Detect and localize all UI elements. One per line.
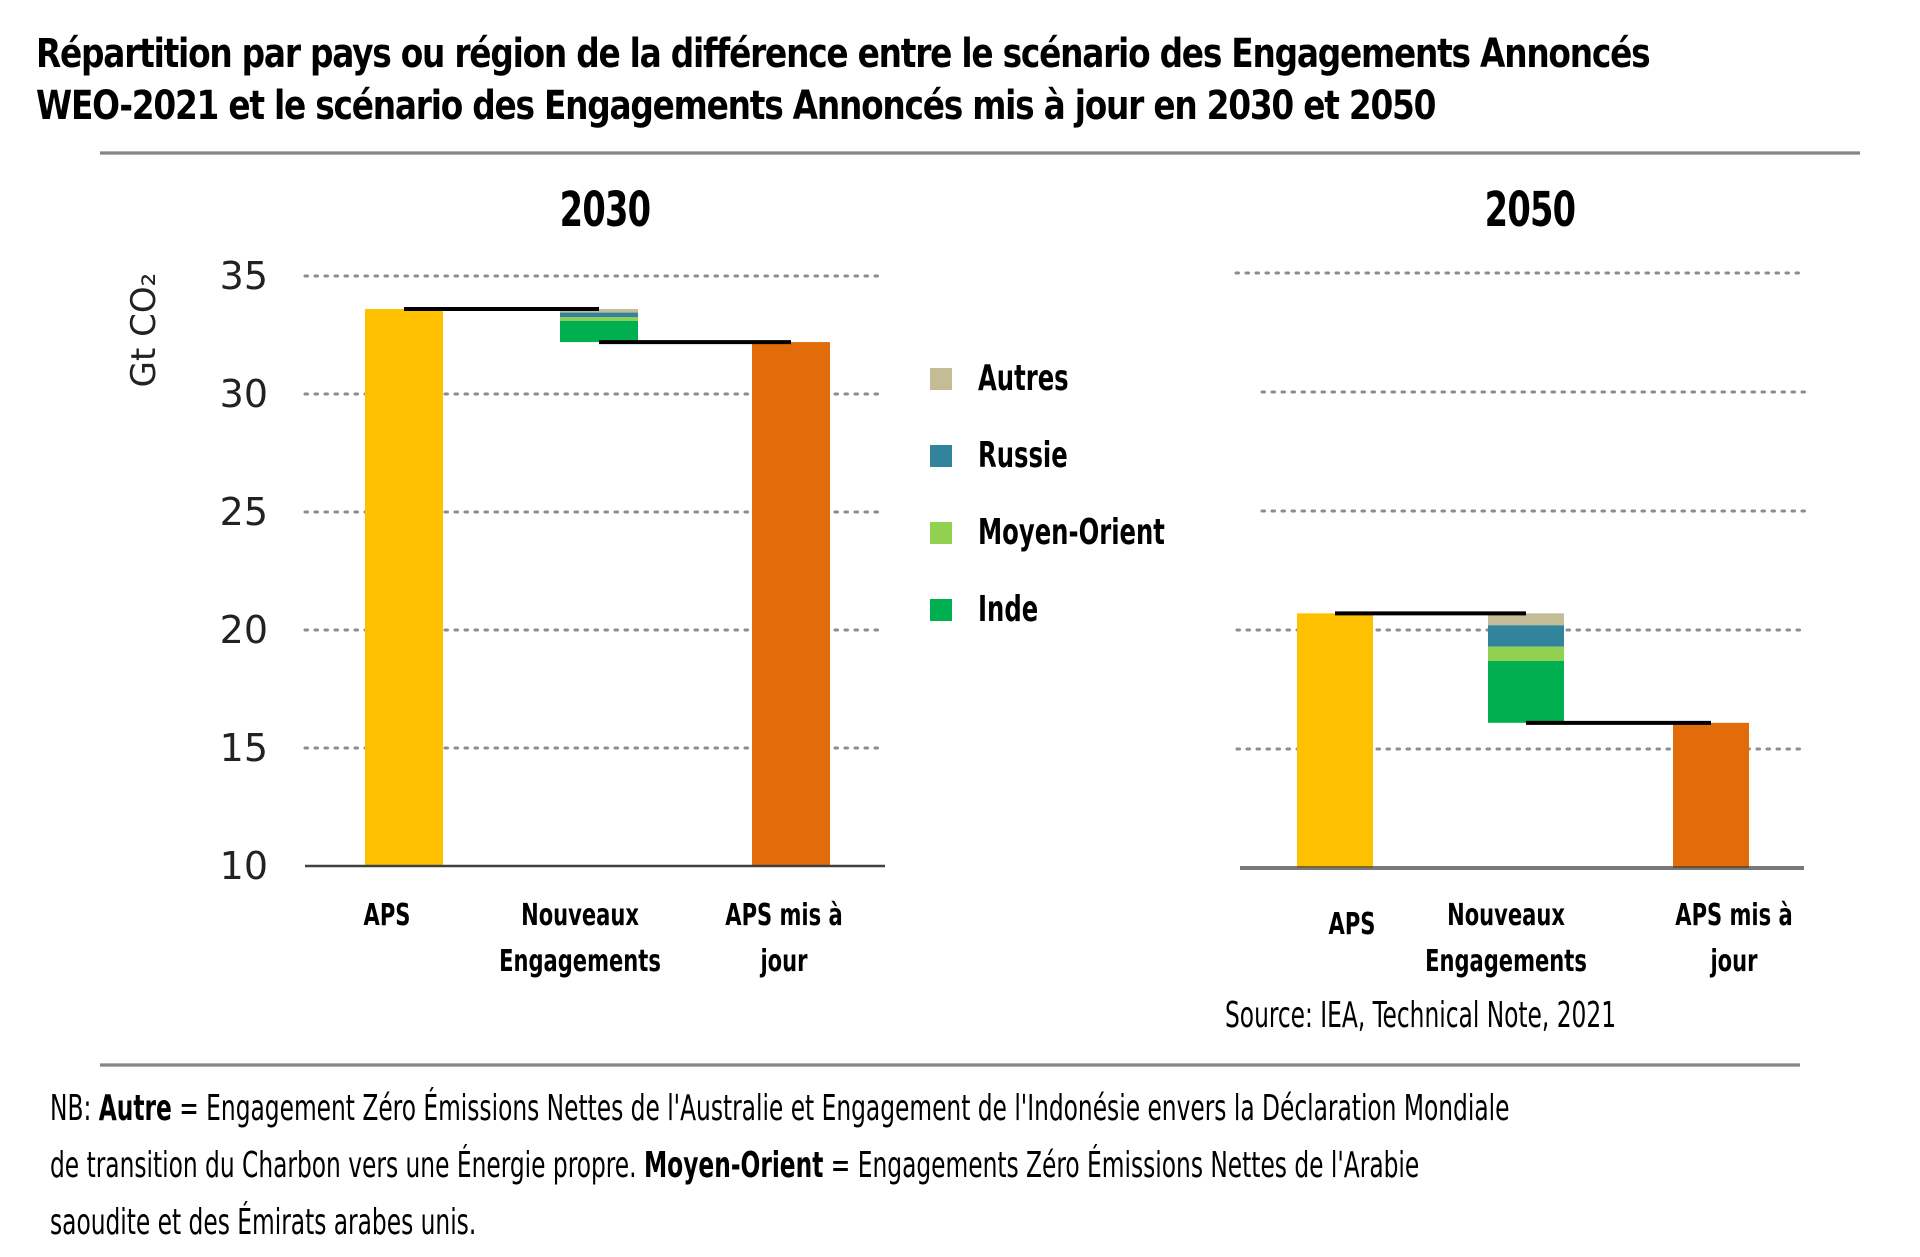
title-line-1: Répartition par pays ou région de la dif…: [36, 31, 1651, 77]
xlabel-line: Nouveaux: [521, 898, 639, 933]
legend-label-inde: Inde: [978, 589, 1039, 630]
xlabel-line: APS: [363, 898, 411, 933]
title-line-2: WEO-2021 et le scénario des Engagements …: [36, 83, 1436, 129]
legend-label-autres: Autres: [978, 358, 1069, 399]
xlabel-line: jour: [1710, 944, 1758, 979]
bar-2050-segment-russie: [1488, 625, 1564, 647]
ytick-label-2030-15: 15: [220, 726, 268, 770]
waterfall-charts: 10 15 20 25 30 35 Gt CO₂: [124, 254, 1808, 888]
legend: Autres Russie Moyen-Orient Inde: [930, 340, 1227, 648]
chart-title: Répartition par pays ou région de la dif…: [36, 28, 1651, 132]
legend-swatch-russie: [930, 444, 952, 467]
note-term-autre: Autre: [98, 1088, 172, 1129]
xlabel-line: Nouveaux: [1447, 898, 1565, 933]
bar-2050-segment-autres: [1488, 613, 1564, 626]
xlabel-line: APS: [1328, 907, 1376, 942]
xlabel-2030-aps: APS: [286, 893, 489, 939]
xlabel-2030-nouveaux-engagements: Nouveaux Engagements: [479, 893, 682, 985]
bar-2030-segment-russie: [560, 312, 638, 318]
bar-2050-segment-moyen-orient: [1488, 646, 1564, 661]
bar-2030-segment-moyen-orient: [560, 317, 638, 321]
xlabel-2030-aps-mis-a-jour: APS mis à jour: [683, 893, 886, 985]
xlabel-2050-aps: APS: [1251, 902, 1454, 948]
note-prefix: NB:: [50, 1088, 99, 1129]
xlabel-2050-aps-mis-a-jour: APS mis à jour: [1633, 893, 1836, 985]
legend-label-russie: Russie: [978, 435, 1068, 476]
y-axis-label-2030: Gt CO₂: [124, 273, 164, 388]
legend-item-autres: Autres: [930, 340, 1227, 417]
panel-title-2030: 2030: [559, 182, 651, 238]
top-divider: [100, 151, 1860, 155]
bar-2050-aps: [1297, 613, 1373, 868]
bottom-divider: [100, 1063, 1800, 1067]
ytick-label-2030-35: 35: [220, 254, 268, 298]
note-text: = Engagements Zéro Émissions Nettes de l…: [823, 1145, 1420, 1186]
ytick-label-2030-30: 30: [220, 372, 268, 416]
legend-swatch-moyen-orient: [930, 521, 952, 544]
xlabel-line: jour: [760, 944, 808, 979]
bar-2050-segment-inde: [1488, 660, 1564, 723]
xlabel-line: APS mis à: [725, 898, 843, 933]
xlabel-line: Engagements: [1425, 944, 1587, 979]
panel-title-2050: 2050: [1484, 182, 1576, 238]
legend-item-inde: Inde: [930, 571, 1227, 648]
footnote-line-2: de transition du Charbon vers une Énergi…: [50, 1137, 1778, 1194]
xlabel-2050-nouveaux-engagements: Nouveaux Engagements: [1405, 893, 1608, 985]
note-text: saoudite et des Émirats arabes unis.: [50, 1202, 477, 1243]
ytick-label-2030-25: 25: [220, 490, 268, 534]
legend-swatch-autres: [930, 367, 952, 390]
legend-item-russie: Russie: [930, 417, 1227, 494]
note-term-moyen-orient: Moyen-Orient: [643, 1145, 824, 1186]
note-text: = Engagement Zéro Émissions Nettes de l'…: [171, 1088, 1510, 1129]
xlabel-line: Engagements: [499, 944, 661, 979]
note-text: de transition du Charbon vers une Énergi…: [50, 1145, 644, 1186]
ytick-label-2030-10: 10: [220, 844, 268, 888]
xlabel-line: APS mis à: [1675, 898, 1793, 933]
legend-label-moyen-orient: Moyen-Orient: [978, 512, 1165, 553]
bar-2030-aps: [365, 309, 443, 866]
bar-2030-aps-mis-a-jour: [752, 342, 830, 867]
legend-item-moyen-orient: Moyen-Orient: [930, 494, 1227, 571]
bar-2050-aps-mis-a-jour: [1673, 722, 1749, 868]
bar-2030-segment-inde: [560, 320, 638, 343]
footnote-line-1: NB: Autre = Engagement Zéro Émissions Ne…: [50, 1080, 1778, 1137]
footnote: NB: Autre = Engagement Zéro Émissions Ne…: [50, 1080, 1778, 1251]
legend-swatch-inde: [930, 598, 952, 621]
ytick-label-2030-20: 20: [220, 608, 268, 652]
source-caption: Source: IEA, Technical Note, 2021: [1225, 995, 1617, 1036]
footnote-line-3: saoudite et des Émirats arabes unis.: [50, 1194, 1778, 1251]
